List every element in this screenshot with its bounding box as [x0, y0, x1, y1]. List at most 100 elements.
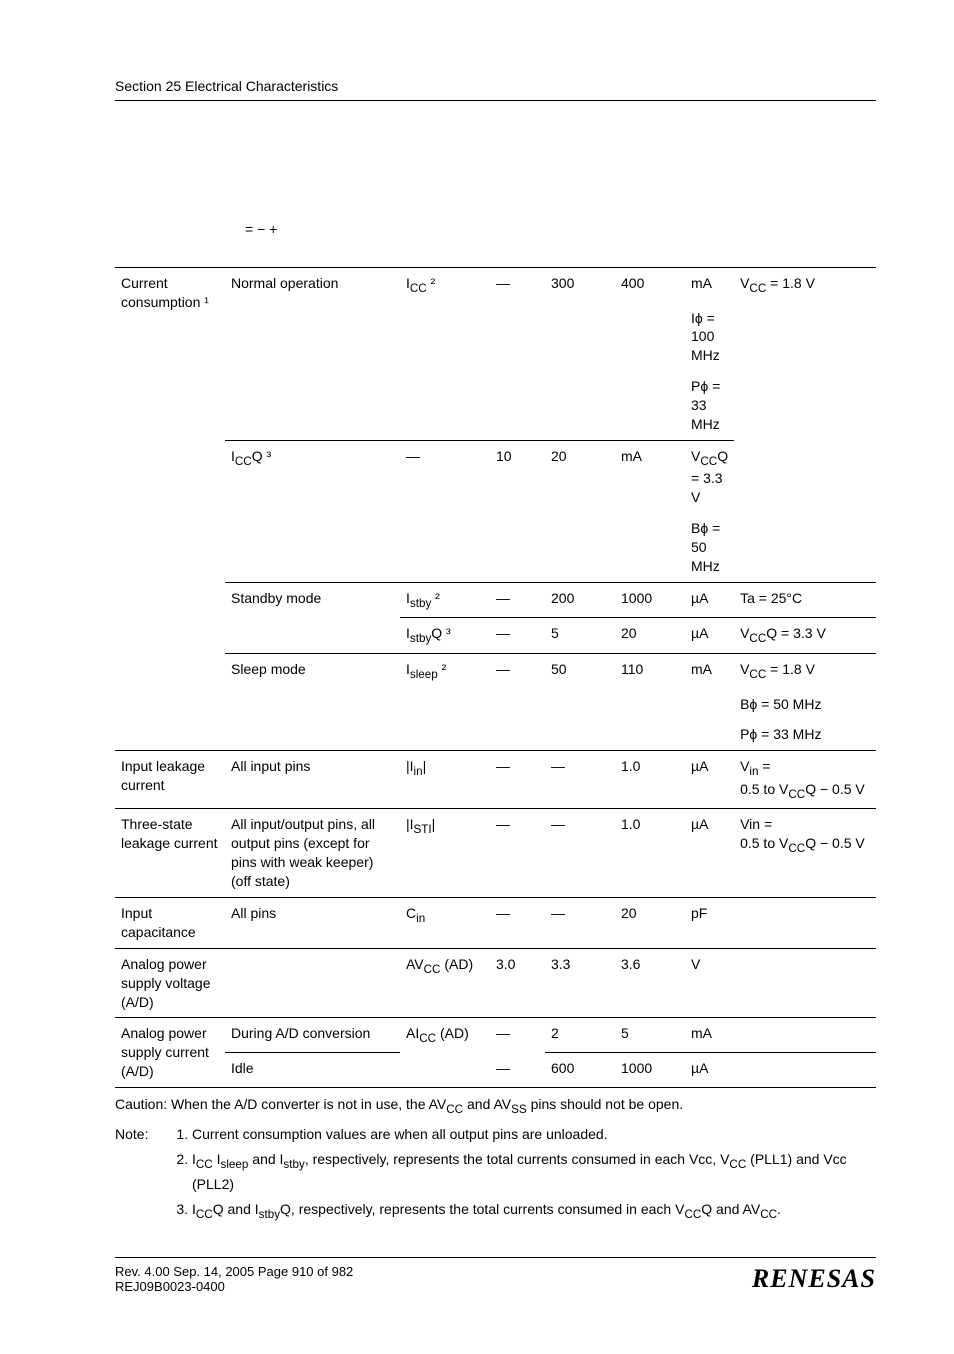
table-cell — [400, 513, 490, 582]
table-cell: 1000 — [615, 582, 685, 618]
section-header: Section 25 Electrical Characteristics — [115, 78, 876, 101]
table-row: Analog power supply voltage (A/D) AVCC (A… — [115, 948, 876, 1018]
table-cell: Vin =0.5 to VCCQ − 0.5 V — [734, 809, 876, 898]
table-cell — [225, 948, 400, 1018]
table-cell: 3.6 — [615, 948, 685, 1018]
table-cell: 20 — [615, 618, 685, 654]
table-cell — [400, 371, 490, 440]
note-item: ICC Isleep and Istby, respectively, repr… — [192, 1149, 876, 1194]
table-cell: mA — [685, 1018, 734, 1053]
table-cell — [615, 371, 685, 440]
table-cell: ICC ² — [400, 268, 490, 303]
table-cell — [115, 719, 225, 750]
footer-line2: REJ09B0023-0400 — [115, 1279, 752, 1294]
table-cell: 400 — [615, 268, 685, 303]
note-item: ICCQ and IstbyQ, respectively, represent… — [192, 1199, 876, 1223]
table-cell — [734, 1053, 876, 1088]
table-cell: VCC = 1.8 V — [734, 653, 876, 688]
table-cell — [615, 719, 685, 750]
table-cell: Input capacitance — [115, 897, 225, 948]
notes-label: Note: — [115, 1124, 170, 1227]
table-cell: 600 — [545, 1053, 615, 1088]
table-cell — [734, 897, 876, 948]
table-cell: VCCQ = 3.3 V — [685, 440, 734, 513]
table-row: Standby modeIstby ²—2001000µATa = 25°C — [115, 582, 876, 618]
table-cell: 1000 — [615, 1053, 685, 1088]
table-cell: V — [685, 948, 734, 1018]
table-cell: — — [490, 809, 545, 898]
table-cell: Analog power supply current (A/D) — [115, 1018, 225, 1088]
table-cell: µA — [685, 809, 734, 898]
table-cell — [490, 513, 545, 582]
table-cell: 200 — [545, 582, 615, 618]
table-cell — [545, 303, 615, 372]
table-cell: µA — [685, 751, 734, 809]
table-cell: Idle — [225, 1053, 400, 1088]
table-cell — [734, 1018, 876, 1053]
table-cell: 5 — [545, 618, 615, 654]
table-cell: VCC = 1.8 V — [734, 268, 876, 303]
table-cell — [490, 689, 545, 720]
table-cell: — — [545, 897, 615, 948]
table-row: Analog power supply current (A/D)During … — [115, 1018, 876, 1053]
table-cell — [490, 719, 545, 750]
table-cell: Cin — [400, 897, 490, 948]
table-cell: µA — [685, 618, 734, 654]
table-cell: — — [490, 1018, 545, 1053]
table-cell: Isleep ² — [400, 653, 490, 688]
table-cell: AICC (AD) — [400, 1018, 490, 1088]
table-cell: — — [400, 440, 490, 513]
table-cell: 20 — [615, 897, 685, 948]
table-row: Idle —6001000µA — [115, 1053, 876, 1088]
table-cell — [115, 618, 225, 654]
table-cell — [545, 689, 615, 720]
table-cell: 3.3 — [545, 948, 615, 1018]
table-cell: 50 — [545, 653, 615, 688]
table-cell: Bϕ = 50 MHz — [734, 689, 876, 720]
table-cell: — — [490, 1053, 545, 1088]
table-cell: 10 — [490, 440, 545, 513]
table-cell: µA — [685, 582, 734, 618]
table-cell — [545, 513, 615, 582]
table-cell: — — [490, 268, 545, 303]
table-cell: 1.0 — [615, 809, 685, 898]
renesas-logo: RENESAS — [752, 1264, 876, 1294]
table-cell: 3.0 — [490, 948, 545, 1018]
table-cell: |Iin| — [400, 751, 490, 809]
table-cell: Input leakage current — [115, 751, 225, 809]
table-cell: VCCQ = 3.3 V — [734, 618, 876, 654]
table-row: Sleep modeIsleep ²—50110mAVCC = 1.8 V — [115, 653, 876, 688]
table-cell: — — [490, 653, 545, 688]
table-cell: 2 — [545, 1018, 615, 1053]
table-cell: All input pins — [225, 751, 400, 809]
table-cell — [615, 689, 685, 720]
table-cell — [615, 303, 685, 372]
table-row: Input capacitanceAll pinsCin——20pF — [115, 897, 876, 948]
note-item: Current consumption values are when all … — [192, 1124, 876, 1145]
table-cell: Standby mode — [225, 582, 400, 653]
notes-list: Current consumption values are when all … — [170, 1124, 876, 1227]
table-row: Current consumption ¹Normal operationICC… — [115, 268, 876, 303]
table-cell — [685, 719, 734, 750]
notes-block: Note: Current consumption values are whe… — [115, 1124, 876, 1227]
table-cell: 20 — [545, 440, 615, 513]
table-cell: ICCQ ³ — [225, 440, 400, 582]
table-cell: Current consumption ¹ — [115, 268, 225, 618]
table-cell: Iϕ = 100 MHz — [685, 303, 734, 372]
table-cell: Sleep mode — [225, 653, 400, 750]
table-cell — [685, 689, 734, 720]
table-cell — [115, 653, 225, 688]
table-cell — [615, 513, 685, 582]
table-cell: — — [545, 809, 615, 898]
table-cell: µA — [685, 1053, 734, 1088]
table-cell: mA — [615, 440, 685, 513]
formula-text: = − + — [245, 221, 876, 237]
table-cell: — — [545, 751, 615, 809]
table-cell: Analog power supply voltage (A/D) — [115, 948, 225, 1018]
table-cell: mA — [685, 653, 734, 688]
table-cell: 5 — [615, 1018, 685, 1053]
table-cell: — — [490, 618, 545, 654]
table-cell: AVCC (AD) — [400, 948, 490, 1018]
table-cell: pF — [685, 897, 734, 948]
footer-line1: Rev. 4.00 Sep. 14, 2005 Page 910 of 982 — [115, 1264, 752, 1279]
